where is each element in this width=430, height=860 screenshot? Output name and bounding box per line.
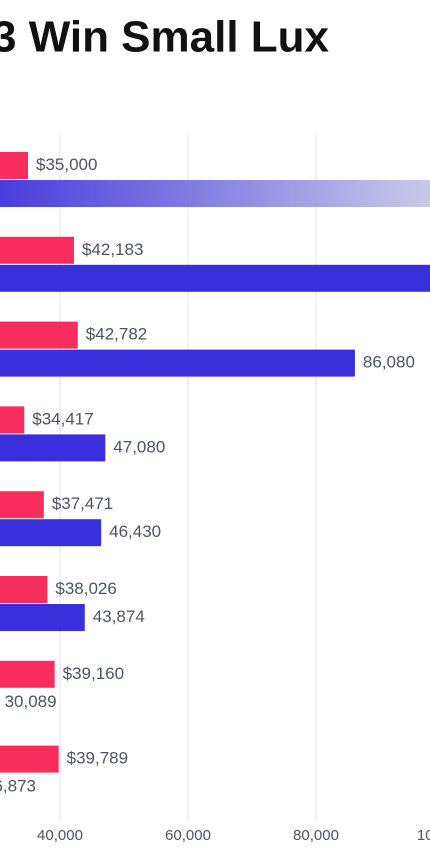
bar <box>0 406 25 434</box>
x-tick-label: 100,000 <box>417 827 430 844</box>
value-label: $42,782 <box>86 325 147 344</box>
value-label: $37,471 <box>52 494 113 513</box>
x-tick-label: 40,000 <box>37 827 83 844</box>
value-label: 86,080 <box>363 353 415 372</box>
bar <box>0 236 74 264</box>
bar <box>0 152 28 179</box>
bar <box>0 434 106 462</box>
value-label: 46,430 <box>109 522 161 541</box>
value-label: $39,789 <box>67 749 128 768</box>
bar <box>0 264 430 292</box>
value-label: 47,080 <box>113 437 165 456</box>
bar <box>0 491 44 519</box>
bar <box>0 180 430 207</box>
bar <box>0 660 55 688</box>
x-tick-label: 60,000 <box>165 827 211 844</box>
value-label: 26,873 <box>0 777 36 796</box>
value-label: $42,183 <box>82 240 143 259</box>
value-label: $39,160 <box>63 664 124 683</box>
x-tick-label: 80,000 <box>293 827 339 844</box>
value-label: $35,000 <box>36 155 97 174</box>
bar <box>0 349 355 377</box>
value-label: 43,874 <box>93 607 145 626</box>
bar <box>0 321 78 349</box>
value-label: 30,089 <box>5 692 57 711</box>
chart-title: 3 Win Small Lux <box>0 13 330 62</box>
bar <box>0 519 102 547</box>
value-label: $34,417 <box>32 409 93 428</box>
value-label: $38,026 <box>55 579 116 598</box>
bar <box>0 604 85 631</box>
bar <box>0 745 59 773</box>
bar <box>0 576 48 603</box>
